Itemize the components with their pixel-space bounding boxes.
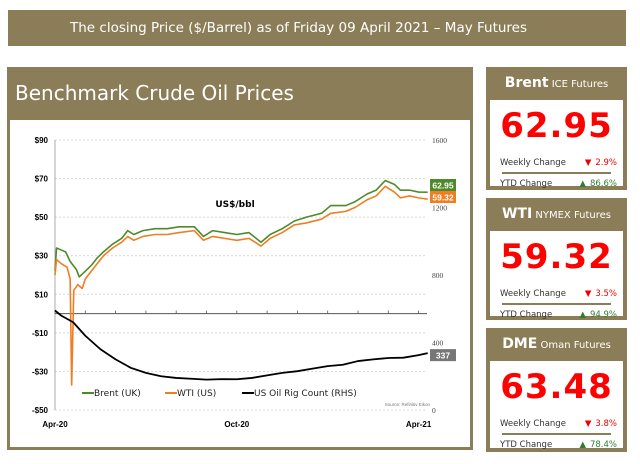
price-value: 62.95 [500,106,613,146]
weekly-change-group: ▼ 2.9% [585,158,617,168]
legend-label: Brent (UK) [94,389,141,399]
price-card-wti: WTI NYMEX Futures 59.32 Weekly Change ▼ … [486,198,627,320]
weekly-change-value: 3.8% [595,419,617,429]
weekly-change-label: Weekly Change [500,158,566,168]
card-name: Brent [504,75,549,91]
ytd-change-value: 78.4% [589,440,617,450]
weekly-change-row: Weekly Change ▼ 2.9% [500,158,617,168]
weekly-change-value: 3.5% [595,289,617,299]
oil-price-chart: $90 $70 $50 $30 $10 -$10 -$30 -$50 1600 1200 800 40… [32,136,456,429]
end-label-box [430,191,456,203]
weekly-change-group: ▼ 3.8% [585,419,617,429]
weekly-change-row: Weekly Change ▼ 3.8% [500,419,617,429]
ytd-change-group: ▲ 86.6% [579,179,617,189]
ytd-change-label: YTD Change [500,310,553,320]
y-tick-label: $90 [35,136,49,145]
end-value-label: 59.32 [432,193,454,203]
y2-tick-label: 1600 [432,136,447,145]
y-tick-label: $10 [35,290,49,299]
y2-tick-label: 800 [432,271,444,280]
card-header: Brent ICE Futures [486,67,627,100]
chart-area: $90 $70 $50 $30 $10 -$10 -$30 -$50 1600 1200 800 40… [10,120,470,447]
up-arrow-icon: ▲ [579,440,586,450]
y-tick-label: $30 [35,252,49,261]
card-name: DME [502,336,538,352]
card-header: WTI NYMEX Futures [486,198,627,231]
series-line-2 [54,309,428,381]
x-tick-label: Oct-20 [224,420,249,429]
series-line-1 [54,185,428,386]
end-label-box [430,349,456,362]
y-tick-label: -$30 [32,367,49,376]
down-arrow-icon: ▼ [584,289,592,299]
y2-tick-label: 400 [432,339,444,348]
x-tick-label: Apr-21 [406,420,432,429]
card-name: WTI [501,206,533,222]
down-arrow-icon: ▼ [584,158,592,168]
card-header: DME Oman Futures [486,328,627,361]
up-arrow-icon: ▲ [579,310,586,320]
weekly-change-value: 2.9% [595,158,617,168]
divider [502,303,611,305]
ytd-change-label: YTD Change [500,179,553,189]
chart-title: Benchmark Crude Oil Prices [15,81,294,105]
weekly-change-label: Weekly Change [500,419,566,429]
y-tick-label: -$50 [32,406,49,415]
ytd-change-value: 94.9% [589,310,617,320]
ytd-change-group: ▲ 78.4% [579,440,617,450]
price-card-dme: DME Oman Futures 63.48 Weekly Change ▼ 3… [486,328,627,452]
y-tick-label: $50 [35,213,49,222]
divider [502,433,611,435]
price-value: 59.32 [500,237,613,277]
source-note: Source: Refinitiv Eikon [385,402,431,407]
ytd-change-group: ▲ 94.9% [579,310,617,320]
price-card-brent: Brent ICE Futures 62.95 Weekly Change ▼ … [486,67,627,190]
ytd-change-value: 86.6% [589,179,617,189]
unit-label: US$/bbl [215,200,254,210]
card-body: 62.95 Weekly Change ▼ 2.9% YTD Change ▲ … [490,100,623,189]
legend-label: US Oil Rig Count (RHS) [254,389,357,399]
weekly-change-label: Weekly Change [500,289,566,299]
y-tick-label: -$10 [32,329,49,338]
ytd-change-row: YTD Change ▲ 78.4% [500,440,617,450]
price-value: 63.48 [500,367,613,407]
y2-tick-label: 1200 [432,204,447,213]
header-title: The closing Price ($/Barrel) as of Frida… [8,10,626,46]
series-line-0 [54,179,428,278]
card-body: 63.48 Weekly Change ▼ 3.8% YTD Change ▲ … [490,361,623,450]
end-value-label: 337 [436,351,450,361]
weekly-change-row: Weekly Change ▼ 3.5% [500,289,617,299]
card-subtitle: NYMEX Futures [535,210,611,221]
end-label-box [430,179,456,191]
card-subtitle: Oman Futures [540,340,611,351]
y2-tick-label: 0 [432,406,436,415]
up-arrow-icon: ▲ [579,179,586,189]
card-subtitle: ICE Futures [551,79,609,90]
y-tick-label: $70 [35,175,49,184]
ytd-change-label: YTD Change [500,440,553,450]
chart-panel: Benchmark Crude Oil Prices $90 $70 $50 $30 $… [7,67,473,450]
card-body: 59.32 Weekly Change ▼ 3.5% YTD Change ▲ … [490,231,623,320]
x-tick-label: Apr-20 [42,420,68,429]
divider [502,172,611,174]
weekly-change-group: ▼ 3.5% [585,289,617,299]
end-value-label: 62.95 [432,181,454,191]
down-arrow-icon: ▼ [584,419,592,429]
ytd-change-row: YTD Change ▲ 86.6% [500,179,617,189]
legend-label: WTI (US) [177,389,216,399]
ytd-change-row: YTD Change ▲ 94.9% [500,310,617,320]
